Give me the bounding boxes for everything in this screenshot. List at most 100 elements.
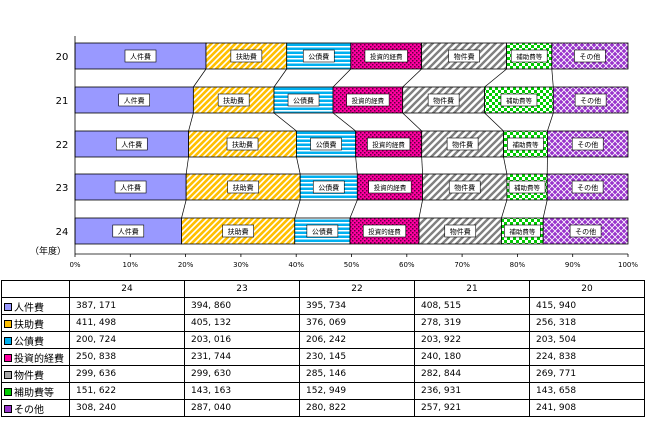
legend-swatch (4, 336, 12, 345)
segment-label-box (227, 180, 259, 194)
legend-swatch (4, 370, 12, 379)
series-connector-lines (181, 68, 554, 219)
segment-label: その他 (577, 183, 598, 192)
table-cell: 285, 146 (299, 365, 415, 383)
connector-line (332, 112, 356, 132)
table-cell: 308, 240 (69, 399, 185, 417)
category-axis-label: （年度） (30, 245, 66, 257)
segment-label: 物件費 (450, 227, 471, 236)
table-header-row: 24 23 22 21 20 (1, 280, 645, 298)
table-row: 補助費等 151, 622 143, 163 152, 949 236, 931 143,… (1, 382, 645, 400)
table-cell: 203, 504 (529, 331, 645, 349)
segment-label: 扶助費 (228, 227, 249, 236)
segment-label: 物件費 (433, 96, 454, 105)
table-cell: 387, 171 (69, 297, 185, 315)
table-cell: 203, 016 (184, 331, 300, 349)
segment-label-box (118, 93, 150, 107)
table-cell: 250, 838 (69, 348, 185, 366)
segment-label-box (364, 49, 408, 63)
table-row: その他 308, 240 287, 040 280, 822 257, 921 241, … (1, 399, 645, 417)
table-cell: 256, 318 (529, 314, 645, 332)
row-label: その他 (1, 399, 70, 417)
segment-label: 扶助費 (236, 52, 257, 61)
connector-line (484, 68, 507, 88)
row-label: 補助費等 (1, 382, 70, 400)
segment-label: その他 (580, 96, 601, 105)
row-label: 扶助費 (1, 314, 70, 332)
segment-label: 補助費等 (509, 227, 536, 236)
segment-label: 人件費 (118, 227, 139, 236)
table-cell: 408, 515 (414, 297, 530, 315)
segment-label-box (124, 49, 157, 63)
table-cell: 287, 040 (184, 399, 300, 417)
connector-line (181, 199, 187, 219)
segment-label: 投資的経費 (368, 227, 401, 236)
data-table: 24 23 22 21 20 人件費 387, 171 394, 860 395, 7… (1, 280, 645, 417)
segment-label: 公債費 (316, 140, 337, 149)
legend-swatch (4, 319, 12, 328)
table-cell: 376, 069 (299, 314, 415, 332)
connector-line (402, 68, 422, 88)
segment-label: 物件費 (454, 183, 475, 192)
legend-swatch (4, 404, 12, 413)
header-year: 23 (184, 280, 300, 298)
segment-label-box (444, 224, 477, 238)
table-row: 公債費 200, 724 203, 016 206, 242 203, 922 203, … (1, 331, 645, 349)
segment-label: 物件費 (452, 140, 473, 149)
segment-label-box (368, 180, 412, 194)
table-cell: 230, 145 (299, 348, 415, 366)
segment-label-box (448, 49, 480, 63)
table-cell: 240, 180 (414, 348, 530, 366)
segment-label-box (446, 137, 479, 151)
table-cell: 241, 908 (529, 399, 645, 417)
row-label-text: 人件費 (14, 302, 44, 314)
segment-label-box (507, 137, 544, 151)
segment-label-box (312, 180, 345, 194)
table-cell: 151, 622 (69, 382, 185, 400)
row-label-text: 扶助費 (14, 319, 44, 331)
table-cell: 231, 744 (184, 348, 300, 366)
segment-label-box (287, 93, 320, 107)
segment-label-box (362, 224, 407, 238)
table-cell: 415, 940 (529, 297, 645, 315)
connector-line (273, 112, 297, 132)
segment-label-box (115, 137, 148, 151)
segment-label: 人件費 (130, 52, 151, 61)
connector-line (185, 156, 189, 175)
segment-label-box (217, 93, 250, 107)
segment-label: 人件費 (121, 140, 142, 149)
connector-line (296, 156, 301, 175)
row-label-text: その他 (14, 404, 44, 416)
connector-line (542, 199, 548, 219)
segment-label-box (112, 224, 145, 238)
table-cell: 278, 319 (414, 314, 530, 332)
x-tick-label: 0% (69, 261, 80, 269)
segment-label: 公債費 (308, 52, 329, 61)
table-cell: 405, 132 (184, 314, 300, 332)
connector-line (332, 68, 352, 88)
x-tick-label: 30% (233, 261, 249, 269)
x-tick-label: 60% (399, 261, 415, 269)
table-cell: 143, 163 (184, 382, 300, 400)
table-cell: 299, 630 (184, 365, 300, 383)
connector-line (188, 112, 194, 132)
table-row: 扶助費 411, 498 405, 132 376, 069 278, 319 256, … (1, 314, 645, 332)
segment-label-box (574, 49, 606, 63)
segment-label: 公債費 (318, 183, 339, 192)
segment-label-box (367, 137, 411, 151)
table-cell: 152, 949 (299, 382, 415, 400)
x-tick-label: 100% (618, 261, 638, 269)
segment-label: 補助費等 (512, 140, 539, 149)
connector-line (193, 68, 207, 88)
segment-label: その他 (577, 140, 598, 149)
segment-label-box (571, 180, 604, 194)
segment-label-box (571, 137, 604, 151)
segment-label: 人件費 (120, 183, 141, 192)
row-label-text: 公債費 (14, 336, 44, 348)
connector-line (484, 112, 504, 132)
segment-label: 扶助費 (223, 96, 244, 105)
segment-label: 補助費等 (516, 52, 543, 61)
table-cell: 224, 838 (529, 348, 645, 366)
segment-label: 投資的経費 (370, 52, 403, 61)
table-cell: 394, 860 (184, 297, 300, 315)
